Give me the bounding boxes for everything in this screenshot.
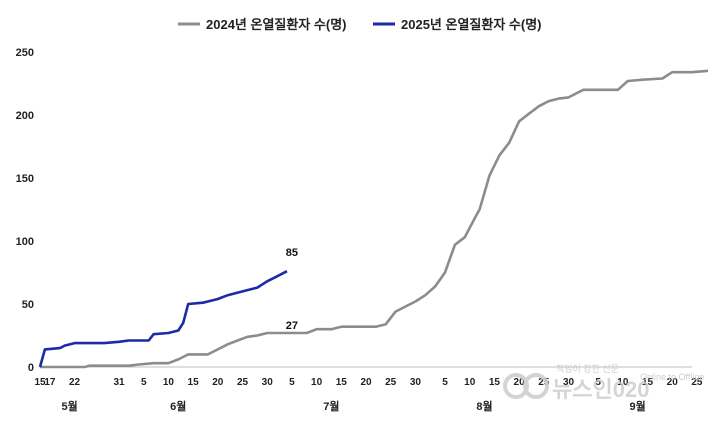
data-labels: 85 27: [286, 247, 298, 332]
y-tick-label: 250: [16, 47, 34, 59]
y-tick-label: 50: [22, 299, 34, 311]
month-label: 8월: [476, 399, 492, 413]
series-line-2025: [38, 270, 288, 368]
watermark-tagline: 책임이 강한 신문: [556, 363, 619, 374]
series-line-2024: [40, 69, 708, 369]
series-layer: [38, 69, 708, 369]
y-tick-label: 100: [16, 236, 34, 248]
x-tick-label: 5: [141, 377, 147, 388]
watermark: 책임이 강한 신문 뉴스인020 Online to Offline: [503, 363, 704, 402]
legend-entry-label: 2024년 온열질환자 수(명): [206, 17, 346, 32]
x-tick-label: 10: [617, 377, 629, 388]
x-tick-label: 15: [642, 377, 654, 388]
x-tick-label: 17: [44, 377, 56, 388]
x-tick-label: 10: [464, 377, 476, 388]
x-tick-label: 15: [336, 377, 348, 388]
data-label: 27: [286, 320, 298, 332]
month-label: 7월: [323, 399, 339, 413]
watermark-brand: 뉴스인020: [552, 377, 649, 402]
x-tick-label: 25: [385, 377, 397, 388]
y-tick-label: 200: [16, 110, 34, 122]
x-tick-label: 5: [442, 377, 448, 388]
x-tick-label: 5: [289, 377, 295, 388]
y-tick-label: 150: [16, 173, 34, 185]
x-tick-label: 30: [410, 377, 422, 388]
watermark-logo-icon: [503, 373, 549, 399]
x-tick-label: 5: [595, 377, 601, 388]
month-label: 6월: [170, 399, 186, 413]
data-label: 85: [286, 247, 298, 259]
x-tick-label: 25: [237, 377, 249, 388]
y-axis: 0 50 100 150 200 250: [16, 47, 34, 374]
x-tick-label: 30: [563, 377, 575, 388]
x-tick-label: 20: [667, 377, 679, 388]
y-tick-label: 0: [28, 362, 34, 374]
legend: 2024년 온열질환자 수(명) 2025년 온열질환자 수(명): [178, 17, 541, 32]
x-tick-label: 15: [34, 377, 46, 388]
legend-entry-label: 2025년 온열질환자 수(명): [401, 17, 541, 32]
x-tick-label: 10: [163, 377, 175, 388]
x-tick-label: 25: [691, 377, 703, 388]
month-label: 9월: [630, 399, 646, 413]
x-tick-label: 31: [113, 377, 125, 388]
x-tick-label: 20: [360, 377, 372, 388]
x-tick-label: 15: [489, 377, 501, 388]
x-tick-label: 22: [69, 377, 81, 388]
x-tick-label: 25: [538, 377, 550, 388]
watermark-sub: Online to Offline: [640, 372, 704, 382]
month-label: 5월: [62, 399, 78, 413]
x-tick-label: 20: [514, 377, 526, 388]
x-tick-label: 30: [262, 377, 274, 388]
x-tick-label: 10: [311, 377, 323, 388]
x-tick-label: 20: [212, 377, 224, 388]
x-tick-label: 15: [188, 377, 200, 388]
